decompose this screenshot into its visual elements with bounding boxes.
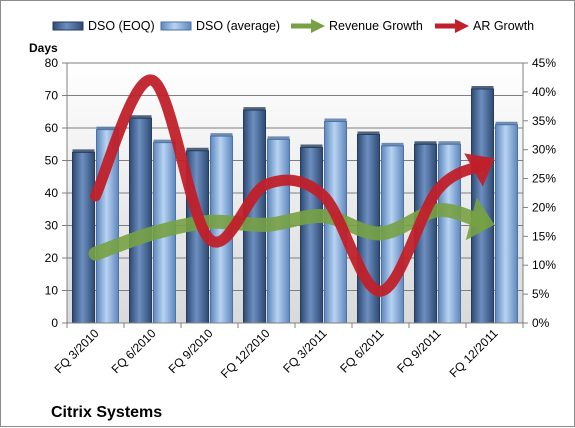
y-tick-label: 10 [45, 284, 59, 298]
y-tick-label: 80 [45, 56, 59, 70]
bar-top [186, 147, 209, 151]
bar-top [243, 107, 266, 111]
y2-tick-label: 15% [532, 229, 556, 243]
bar-dso-average [495, 124, 518, 324]
bar-dso-eoq [129, 117, 152, 324]
bar-top [438, 141, 461, 145]
x-tick-label: FQ 9/2011 [394, 326, 444, 376]
bar-top [324, 118, 347, 122]
bar-top [381, 142, 404, 146]
y-tick-label: 60 [45, 121, 59, 135]
x-tick-label: FQ 3/2010 [52, 326, 102, 376]
bar-top [129, 115, 152, 119]
bar-dso-eoq [72, 151, 95, 324]
y-tick-label: 0 [51, 316, 58, 330]
y2-tick-label: 45% [532, 56, 556, 70]
x-tick-label: FQ 6/2010 [109, 326, 159, 376]
legend-label: AR Growth [473, 19, 534, 33]
bar-top [210, 133, 233, 137]
y2-tick-label: 10% [532, 258, 556, 272]
x-tick-label: FQ 12/2010 [218, 326, 273, 381]
y-axis-title: Days [29, 41, 58, 55]
legend-label: DSO (average) [196, 19, 280, 33]
legend-item-dso-eoq: DSO (EOQ) [52, 19, 155, 33]
x-tick-label: FQ 9/2010 [166, 326, 216, 376]
y2-tick-label: 20% [532, 200, 556, 214]
y2-tick-label: 25% [532, 172, 556, 186]
y-tick-label: 40 [45, 186, 59, 200]
legend-arrowhead [311, 19, 325, 33]
y-tick-label: 30 [45, 219, 59, 233]
bar-top [267, 136, 290, 140]
x-tick-label: FQ 12/2011 [447, 326, 501, 380]
y2-tick-label: 0% [532, 316, 550, 330]
y-tick-label: 70 [45, 89, 59, 103]
y2-tick-label: 5% [532, 287, 550, 301]
legend-swatch [52, 21, 84, 31]
bar-top [153, 139, 176, 143]
chart-title: Citrix Systems [51, 404, 162, 421]
legend-item-revenue-growth: Revenue Growth [291, 19, 423, 33]
legend-label: Revenue Growth [329, 19, 423, 33]
arrowhead-ar-growth [464, 153, 495, 187]
y2-tick-label: 30% [532, 143, 556, 157]
x-tick-label: FQ 3/2011 [280, 326, 330, 376]
bar-top [495, 121, 518, 125]
bar-dso-eoq [300, 147, 323, 324]
bar-top [300, 144, 323, 148]
y2-tick-label: 35% [532, 114, 556, 128]
bar-top [357, 131, 380, 135]
x-tick-label: FQ 6/2011 [337, 326, 387, 376]
line-revenue-growth [88, 203, 488, 261]
line-ar-growth [90, 74, 488, 297]
bar-top [96, 126, 119, 130]
arrowhead-revenue-growth [465, 197, 495, 241]
legend-item-dso-average: DSO (average) [160, 19, 280, 33]
bar-top [72, 149, 95, 153]
legend-arrowhead [455, 19, 469, 33]
y2-tick-label: 40% [532, 85, 556, 99]
y-tick-label: 50 [45, 154, 59, 168]
bar-top [414, 141, 437, 145]
legend-swatch [160, 21, 192, 31]
bar-top [471, 86, 494, 89]
legend-label: DSO (EOQ) [88, 19, 155, 33]
legend-item-ar-growth: AR Growth [435, 19, 534, 33]
y-tick-label: 20 [45, 251, 59, 265]
